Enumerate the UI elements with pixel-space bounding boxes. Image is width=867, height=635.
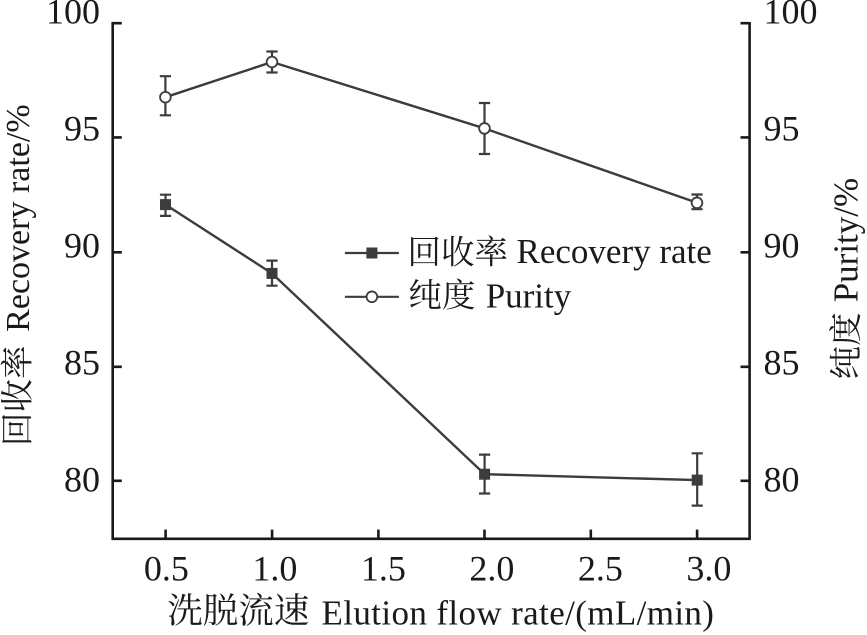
svg-text:0.5: 0.5 bbox=[144, 549, 189, 589]
svg-text:2.0: 2.0 bbox=[469, 549, 514, 589]
svg-text:3.0: 3.0 bbox=[686, 549, 731, 589]
svg-text:Purity: Purity bbox=[486, 276, 572, 315]
svg-text:100: 100 bbox=[46, 0, 100, 32]
svg-text:85: 85 bbox=[764, 342, 800, 382]
svg-text:95: 95 bbox=[64, 109, 100, 149]
svg-text:2.5: 2.5 bbox=[578, 549, 623, 589]
svg-text:Recovery rate/%: Recovery rate/% bbox=[0, 104, 37, 332]
svg-text:90: 90 bbox=[764, 226, 800, 266]
svg-text:Elution flow rate/(mL/min): Elution flow rate/(mL/min) bbox=[322, 594, 715, 633]
svg-text:1.0: 1.0 bbox=[252, 549, 297, 589]
svg-text:100: 100 bbox=[764, 0, 818, 32]
svg-text:80: 80 bbox=[764, 459, 800, 499]
svg-text:95: 95 bbox=[764, 109, 800, 149]
svg-text:90: 90 bbox=[64, 226, 100, 266]
svg-text:1.5: 1.5 bbox=[361, 549, 406, 589]
svg-text:Purity/%: Purity/% bbox=[827, 178, 866, 302]
svg-text:80: 80 bbox=[64, 459, 100, 499]
svg-text:Recovery rate: Recovery rate bbox=[517, 232, 712, 271]
svg-text:85: 85 bbox=[64, 342, 100, 382]
